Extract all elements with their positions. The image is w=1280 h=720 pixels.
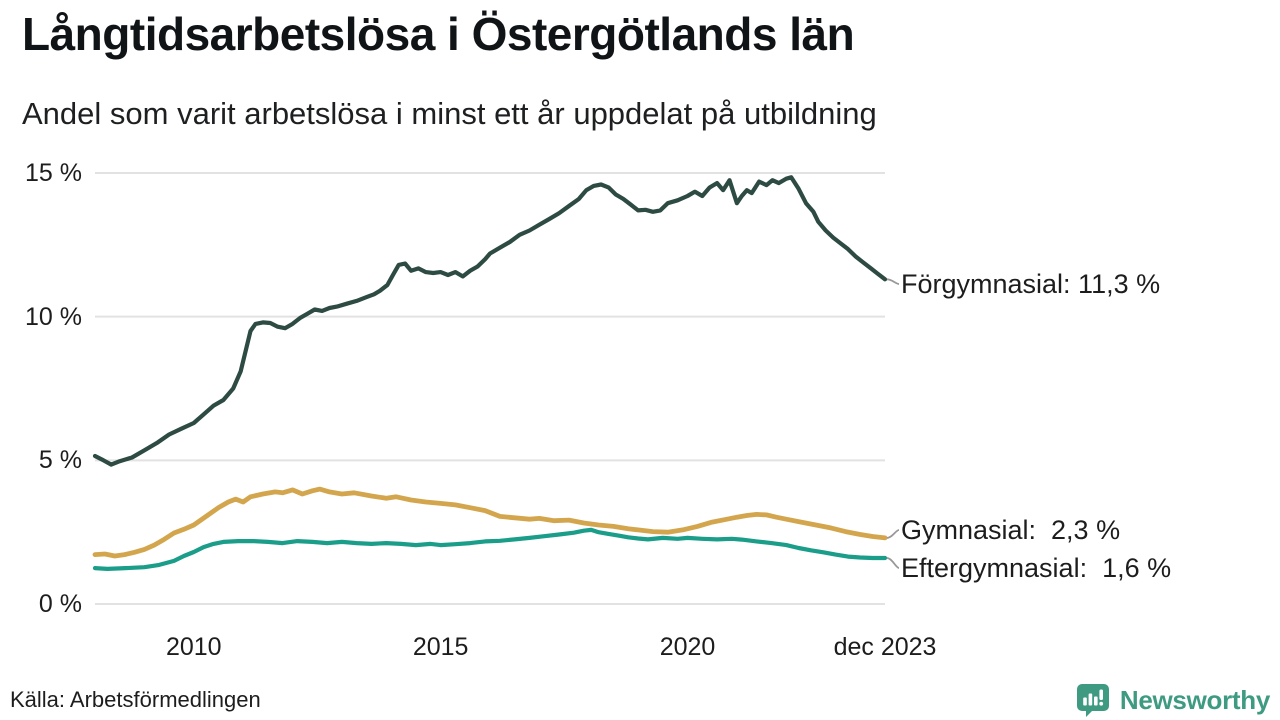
- series-line-gymnasial: [92, 486, 888, 559]
- x-axis-tick-label: 2010: [165, 633, 222, 661]
- x-axis-tick-label: dec 2023: [833, 633, 937, 661]
- series-line-frgymnasial: [92, 175, 888, 467]
- label-connector: [886, 529, 900, 539]
- label-connector: [886, 278, 900, 285]
- brand-logo: Newsworthy: [1075, 682, 1270, 718]
- series-label-eftergymnasial: Eftergymnasial: 1,6 %: [901, 553, 1172, 583]
- brand-name: Newsworthy: [1119, 684, 1270, 715]
- bar-chart-speech-bubble-icon: [1076, 684, 1109, 717]
- chart-subtitle: Andel som varit arbetslösa i minst ett å…: [22, 96, 877, 131]
- source-note: Källa: Arbetsförmedlingen: [10, 687, 261, 712]
- y-axis-tick-label: 15 %: [25, 159, 82, 187]
- chart-title: Långtidsarbetslösa i Östergötlands län: [22, 8, 855, 60]
- series-label-frgymnasial: Förgymnasial: 11,3 %: [901, 269, 1161, 299]
- label-connector: [886, 557, 900, 569]
- y-axis-tick-label: 5 %: [38, 446, 82, 475]
- y-axis-tick-label: 0 %: [38, 590, 82, 618]
- series-label-gymnasial: Gymnasial: 2,3 %: [901, 515, 1121, 545]
- series-line-eftergymnasial: [92, 527, 888, 572]
- x-axis-tick-label: 2015: [412, 633, 469, 661]
- y-axis-tick-label: 10 %: [25, 302, 82, 331]
- x-axis-tick-label: 2020: [659, 633, 716, 661]
